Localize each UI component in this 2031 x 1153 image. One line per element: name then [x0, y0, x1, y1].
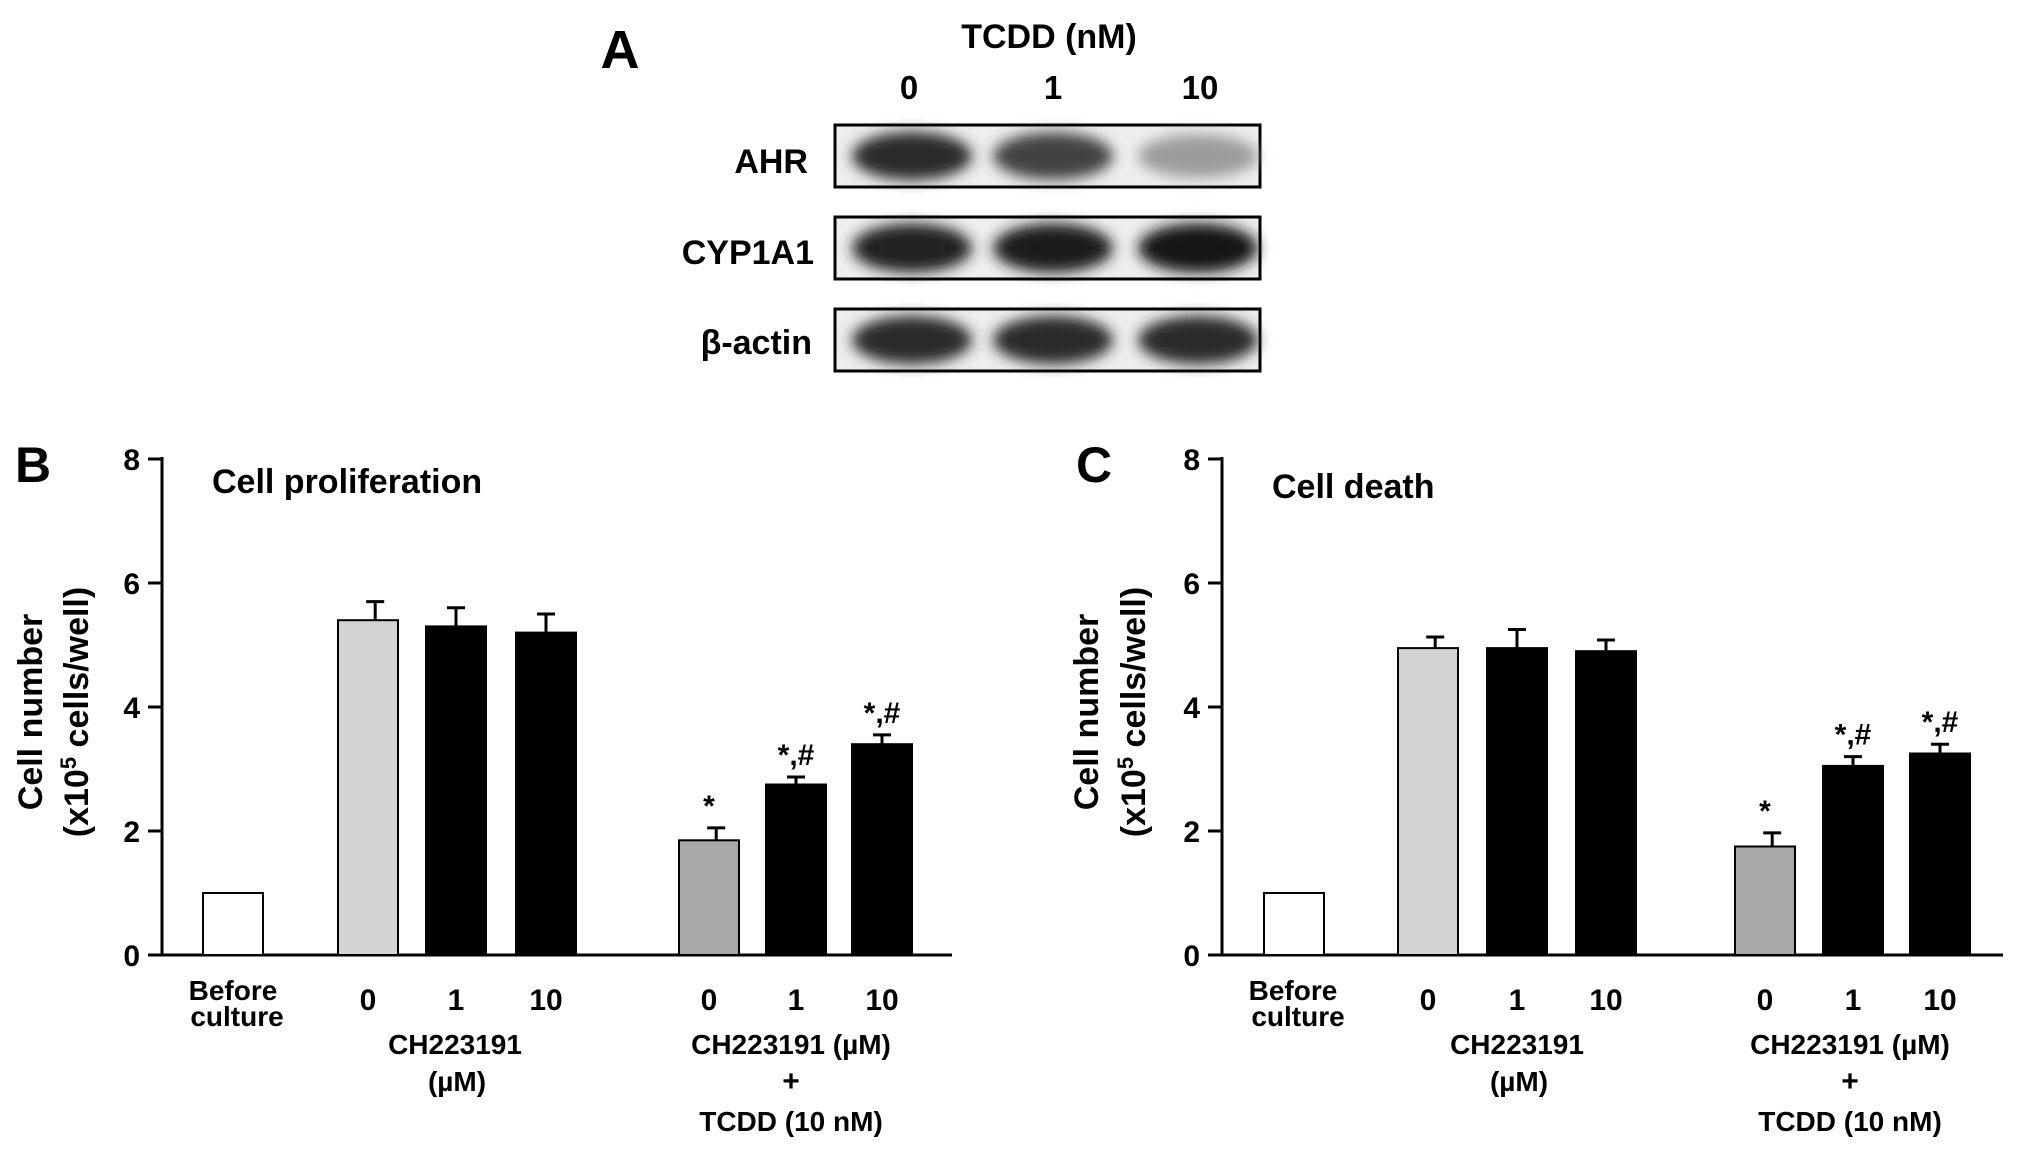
chart-c-title: Cell death: [1272, 468, 1434, 506]
chart-c-significance-mark: *,#: [1922, 706, 1959, 739]
chart-panel-b: B Cell proliferation Cell number (x105 c…: [12, 437, 952, 1137]
blot-band: [993, 223, 1113, 273]
chart-c-group-combo-line3: TCDD (10 nM): [1758, 1106, 1942, 1137]
chart-c-y-tick-label: 8: [1183, 444, 1200, 477]
chart-b-bar: [425, 625, 487, 957]
blot-band: [1138, 315, 1258, 365]
chart-c-bar: [1734, 845, 1796, 956]
blot-band: [993, 132, 1113, 180]
tcdd-treatment-label: TCDD (nM): [961, 18, 1137, 56]
chart-b-bar: [678, 839, 740, 956]
chart-b-bar: [765, 783, 827, 956]
chart-c-bar: [1822, 764, 1884, 957]
chart-b-group-combo-line2: +: [782, 1065, 800, 1098]
chart-c-x-tick-label: 0: [1757, 984, 1774, 1017]
chart-panel-c: C Cell death Cell number (x105 cells/wel…: [1068, 437, 2003, 1137]
blot-band: [1138, 134, 1258, 178]
chart-c-group-ch-line1: CH223191: [1450, 1029, 1584, 1060]
chart-c-y-tick-label: 6: [1183, 568, 1200, 601]
chart-b-group-ch-line2: (µM): [428, 1066, 486, 1097]
chart-c-y-tick-label: 4: [1183, 692, 1200, 725]
chart-c-x-tick-label: 10: [1923, 984, 1956, 1017]
chart-b-ylabel-main: Cell number: [12, 614, 50, 810]
chart-c-x-tick-label: 1: [1845, 984, 1862, 1017]
blot-band: [852, 131, 972, 181]
blot-band: [993, 315, 1113, 365]
chart-b-y-tick-label: 4: [123, 692, 140, 725]
panel-c-label: C: [1076, 437, 1112, 493]
chart-c-group-before-line2: culture: [1251, 1001, 1344, 1032]
blot-strip: [833, 215, 1262, 281]
chart-b-significance-mark: *,#: [864, 697, 901, 730]
chart-b-bar: [515, 631, 577, 956]
chart-b-x-tick-label: 0: [360, 984, 377, 1017]
chart-c-ylabel-unit: (x105 cells/well): [1113, 587, 1153, 837]
chart-c-ylabel-main: Cell number: [1068, 614, 1106, 810]
chart-c-bar: [1575, 650, 1637, 956]
chart-b-group-before-line2: culture: [190, 1001, 283, 1032]
blot-row-label-beta-actin: β-actin: [701, 324, 812, 362]
chart-c-group-combo-line1: CH223191 (µM): [1750, 1029, 1950, 1060]
blot-row-label-ahr: AHR: [734, 143, 808, 181]
blot-row-label-cyp1a1: CYP1A1: [682, 234, 814, 272]
chart-c-bar: [1397, 647, 1459, 956]
chart-c-group-ch-line2: (µM): [1490, 1066, 1548, 1097]
blot-band: [1138, 223, 1258, 273]
chart-c-x-tick-label: 1: [1509, 984, 1526, 1017]
chart-b-x-tick-label: 10: [529, 984, 562, 1017]
blot-band: [852, 223, 972, 273]
chart-c-y-tick-label: 2: [1183, 816, 1200, 849]
chart-b-bar: [337, 619, 399, 956]
panel-a-label: A: [601, 20, 640, 80]
chart-b-ylabel-unit: (x105 cells/well): [56, 587, 96, 837]
chart-b-y-tick-label: 2: [123, 816, 140, 849]
chart-b-bar: [851, 743, 913, 957]
chart-c-group-combo-line2: +: [1841, 1065, 1859, 1098]
panel-b-label: B: [15, 437, 51, 493]
chart-b-y-tick-label: 6: [123, 568, 140, 601]
panel-a-blot: A TCDD (nM) 0 1 10 AHR CYP1A1 β-actin: [601, 18, 1262, 373]
chart-c-x-tick-label: 0: [1420, 984, 1437, 1017]
blot-strips: [833, 123, 1262, 373]
chart-c-bar: [1486, 647, 1548, 956]
chart-b-x-tick-label: 1: [788, 984, 805, 1017]
blot-strip: [833, 307, 1262, 373]
chart-b-group-ch-line1: CH223191: [388, 1029, 522, 1060]
chart-b-title: Cell proliferation: [212, 463, 482, 501]
chart-b-significance-mark: *: [703, 790, 715, 823]
chart-c-bar: [1909, 752, 1971, 956]
chart-b-bar: [202, 892, 264, 956]
chart-b-x-tick-label: 10: [865, 984, 898, 1017]
blot-lane-label: 10: [1182, 69, 1219, 106]
chart-b-y-tick-label: 8: [123, 444, 140, 477]
chart-b-x-tick-label: 0: [701, 984, 718, 1017]
chart-c-y-tick-label: 0: [1183, 940, 1200, 973]
chart-b-group-combo-line1: CH223191 (µM): [691, 1029, 891, 1060]
chart-c-bar: [1263, 892, 1325, 956]
blot-lane-label: 1: [1044, 69, 1062, 106]
blot-lane-label: 0: [900, 69, 918, 106]
chart-c-x-tick-label: 10: [1589, 984, 1622, 1017]
chart-b-y-tick-label: 0: [123, 940, 140, 973]
chart-c-significance-mark: *: [1759, 795, 1771, 828]
chart-b-x-tick-label: 1: [448, 984, 465, 1017]
chart-c-group-before-line1: Before: [1249, 975, 1338, 1006]
chart-b-significance-mark: *,#: [778, 739, 815, 772]
blot-band: [852, 315, 972, 365]
blot-strip: [833, 123, 1262, 189]
chart-c-significance-mark: *,#: [1835, 719, 1872, 752]
chart-b-group-before-line1: Before: [189, 975, 278, 1006]
chart-b-group-combo-line3: TCDD (10 nM): [699, 1106, 883, 1137]
